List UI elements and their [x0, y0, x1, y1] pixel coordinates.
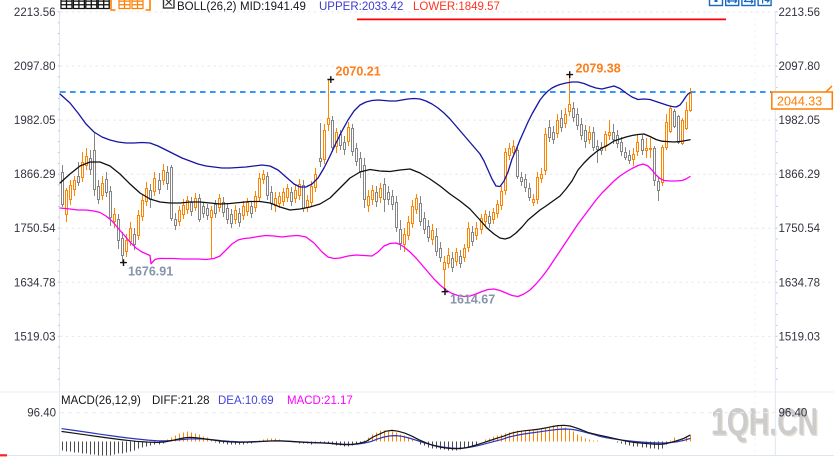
- svg-text:1634.78: 1634.78: [14, 277, 56, 289]
- svg-text:1519.03: 1519.03: [14, 331, 56, 343]
- svg-text:2079.38: 2079.38: [576, 62, 621, 76]
- svg-text:2070.21: 2070.21: [336, 65, 381, 79]
- svg-text:1519.03: 1519.03: [779, 331, 821, 343]
- svg-text:1676.91: 1676.91: [128, 265, 173, 279]
- svg-text:2044.33: 2044.33: [777, 95, 822, 109]
- svg-text:BOLL(26,2): BOLL(26,2): [177, 1, 237, 13]
- svg-text:1866.29: 1866.29: [779, 169, 821, 181]
- svg-text:MACD:21.17: MACD:21.17: [287, 395, 353, 407]
- svg-text:1634.78: 1634.78: [779, 277, 821, 289]
- svg-text:1614.67: 1614.67: [450, 293, 495, 307]
- svg-text:96.40: 96.40: [779, 408, 808, 420]
- svg-text:LOWER:1849.57: LOWER:1849.57: [413, 1, 500, 13]
- svg-text:DEA:10.69: DEA:10.69: [218, 395, 274, 407]
- svg-text:UPPER:2033.42: UPPER:2033.42: [319, 1, 403, 13]
- svg-text:1750.54: 1750.54: [14, 223, 56, 235]
- svg-text:2213.56: 2213.56: [14, 7, 56, 19]
- svg-text:1982.05: 1982.05: [14, 115, 56, 127]
- svg-text:1866.29: 1866.29: [14, 169, 56, 181]
- svg-text:1750.54: 1750.54: [779, 223, 821, 235]
- svg-text:1982.05: 1982.05: [779, 115, 821, 127]
- svg-text:MID:1941.49: MID:1941.49: [240, 1, 306, 13]
- svg-text:2213.56: 2213.56: [779, 7, 821, 19]
- svg-text:2097.80: 2097.80: [14, 61, 56, 73]
- svg-text:1QH.CN: 1QH.CN: [712, 403, 819, 445]
- svg-text:1QH.CN: 1QH.CN: [711, 402, 818, 444]
- svg-text:MACD(26,12,9) DIFF:21.28: MACD(26,12,9) DIFF:21.28: [61, 395, 210, 407]
- svg-text:96.40: 96.40: [27, 408, 56, 420]
- svg-text:2097.80: 2097.80: [779, 61, 821, 73]
